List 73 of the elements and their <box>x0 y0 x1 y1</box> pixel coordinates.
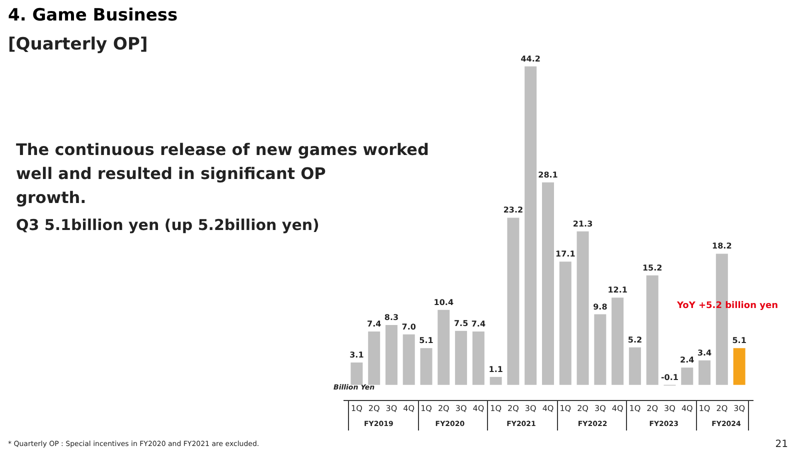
x-tick-label: 1Q <box>420 404 432 413</box>
data-label: 5.1 <box>732 336 747 346</box>
bar <box>698 360 711 385</box>
data-label: -0.1 <box>660 372 679 382</box>
x-tick-label: 4Q <box>472 404 484 413</box>
x-tick-label: 1Q <box>698 404 710 413</box>
data-label: 18.2 <box>712 242 732 251</box>
x-tick-label: 1Q <box>351 404 362 413</box>
bar <box>733 348 746 385</box>
x-tick-label: 2Q <box>438 404 450 413</box>
x-tick-label: 4Q <box>403 404 415 413</box>
data-label: 44.2 <box>520 54 540 64</box>
bar <box>628 347 641 385</box>
data-label: 12.1 <box>608 286 628 295</box>
x-tick-label: 3Q <box>594 404 606 413</box>
bar <box>350 362 363 385</box>
x-tick-label: 3Q <box>524 404 536 413</box>
data-label: 7.4 <box>471 320 486 329</box>
data-label: 9.8 <box>593 302 608 312</box>
data-label: 1.1 <box>488 364 504 374</box>
x-tick-label: 2Q <box>646 404 658 413</box>
data-label: 15.2 <box>642 263 662 272</box>
x-tick-label: 3Q <box>455 404 467 413</box>
data-label: 3.4 <box>697 348 712 358</box>
data-label: 7.0 <box>402 322 416 332</box>
data-label: 28.1 <box>538 170 558 180</box>
annotation: The continuous release of new games worked well and resulted in significant OP growth. <box>16 140 429 207</box>
x-tick-label: 3Q <box>386 404 398 413</box>
bar <box>420 348 432 385</box>
annotation: YoY +5.2 billion yen <box>676 301 778 311</box>
x-tick-label: 4Q <box>681 404 693 413</box>
text: 4. Game Business <box>8 5 178 26</box>
bar <box>385 325 398 385</box>
x-tick-label: 1Q <box>560 404 572 413</box>
x-tick-label: 3Q <box>734 404 745 413</box>
data-label: 17.1 <box>556 250 576 259</box>
data-label: 10.4 <box>434 298 454 307</box>
x-tick-label: 4Q <box>542 404 554 413</box>
bar <box>507 218 520 385</box>
text: 21 <box>775 439 788 450</box>
data-label: 5.2 <box>628 335 642 344</box>
x-tick-label: 1Q <box>629 404 641 413</box>
bar <box>368 332 380 385</box>
bar <box>559 262 572 385</box>
bar <box>646 275 658 385</box>
x-tick-label: 2Q <box>508 404 519 413</box>
bar <box>472 332 484 385</box>
data-label: 7.5 <box>454 318 469 328</box>
bar <box>455 330 468 385</box>
data-label: 23.2 <box>503 206 524 215</box>
x-tick-label: 2Q <box>577 404 588 413</box>
bar <box>402 334 415 385</box>
data-label: 3.1 <box>350 350 364 360</box>
bar <box>438 310 450 385</box>
bar <box>542 182 554 385</box>
x-tick-label: 4Q <box>612 404 624 413</box>
data-label: 8.3 <box>384 313 399 322</box>
text: [Quarterly OP] <box>8 34 148 54</box>
bar <box>576 231 589 385</box>
bar <box>681 368 694 385</box>
data-label: 7.4 <box>367 320 382 329</box>
x-tick-label: 3Q <box>664 404 676 413</box>
bar <box>490 376 502 385</box>
bar <box>594 314 606 385</box>
text: Q3 5.1billion yen (up 5.2billion yen) <box>16 216 320 234</box>
x-tick-label: 2Q <box>716 404 728 413</box>
data-label: 2.4 <box>680 356 695 365</box>
x-tick-label: 1Q <box>490 404 502 413</box>
bar <box>524 66 537 385</box>
data-label: 21.3 <box>572 219 593 228</box>
bar <box>612 298 624 385</box>
data-label: 5.1 <box>419 336 434 346</box>
x-tick-label: 2Q <box>368 404 380 413</box>
